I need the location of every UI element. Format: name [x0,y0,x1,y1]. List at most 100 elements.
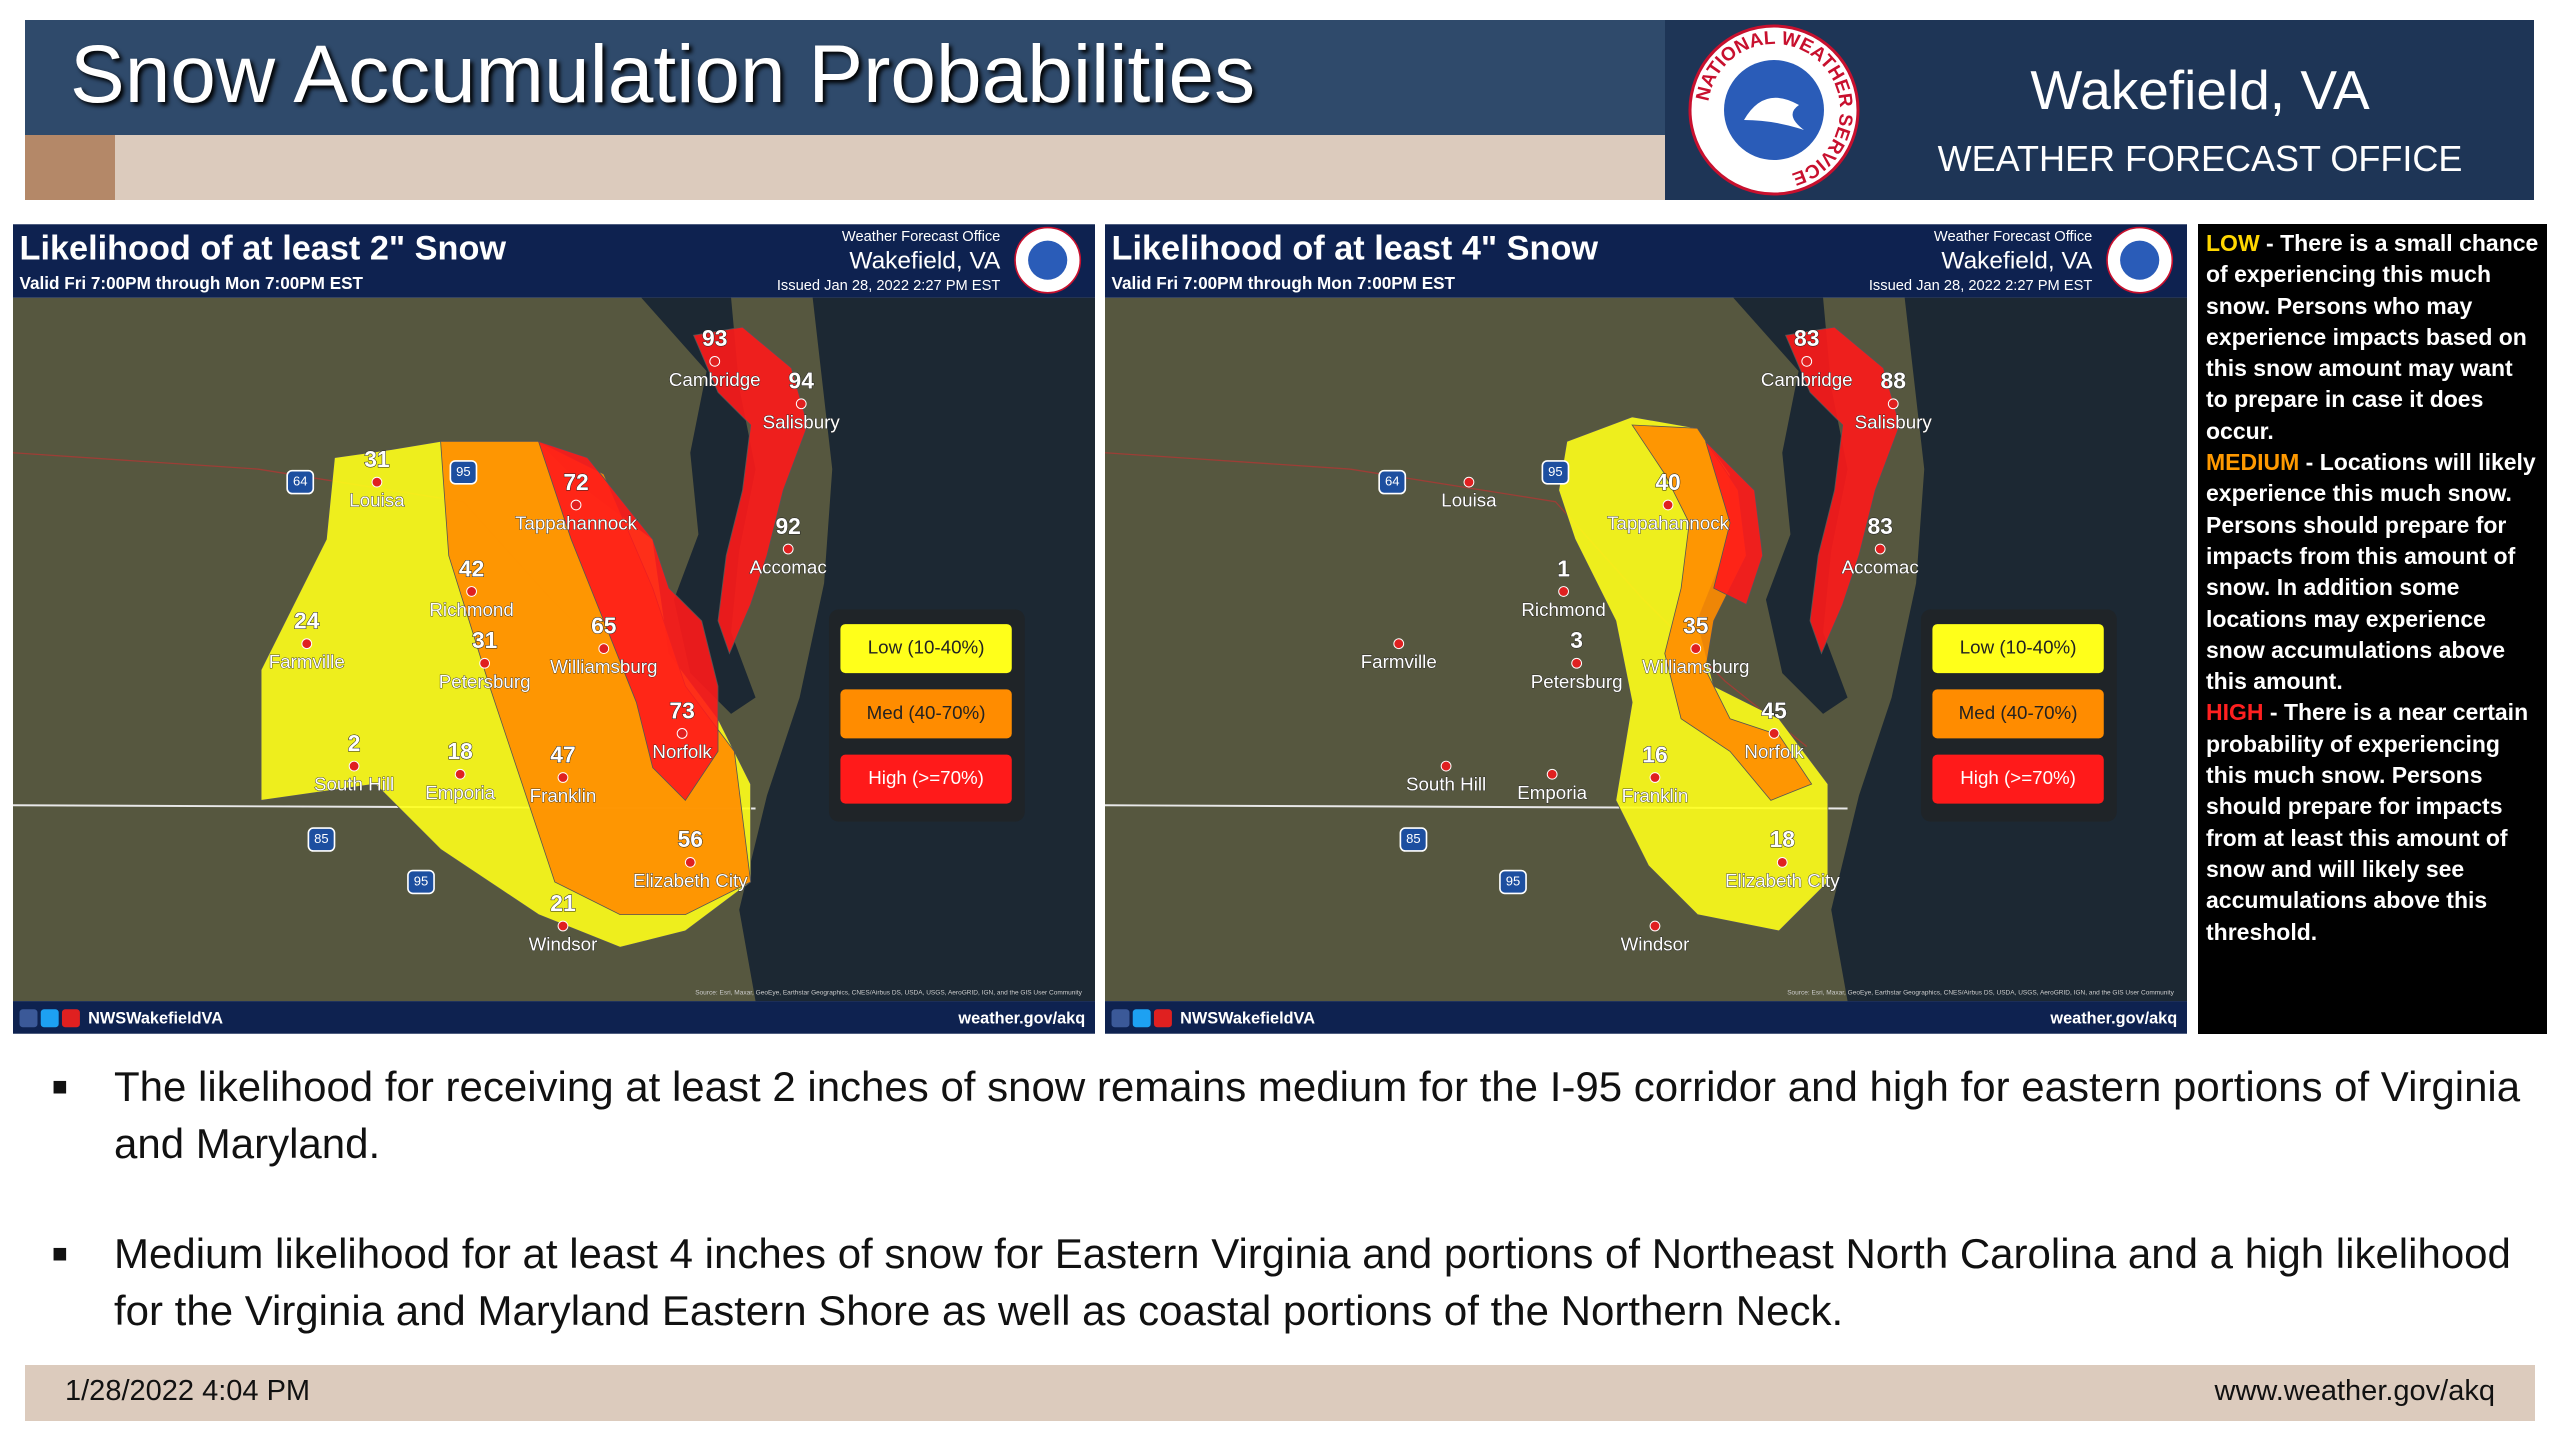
map-header [13,224,1095,298]
city-dot [1768,728,1780,739]
map-panel: Likelihood of at least 4" Snow Valid Fri … [1105,224,2187,1034]
map-title: Likelihood of at least 4" Snow [1112,229,1599,267]
city-dot [1393,638,1405,650]
city-name: Louisa [349,490,405,511]
social-handle: NWSWakefieldVA [88,1009,223,1027]
city-name: Cambridge [669,369,761,390]
city-dot [1571,657,1583,669]
map-source: Source: Esri, Maxar, GeoEye, Earthstar G… [695,990,1082,997]
highway-shield [1378,469,1407,495]
highway-label: 95 [1506,873,1521,888]
city-value: 3 [1570,627,1583,653]
bullet-marker: ■ [52,1238,68,1268]
city-dot [598,643,610,654]
city-name: Norfolk [652,741,712,762]
city-name: Richmond [1521,599,1605,620]
map-header [1105,224,2187,298]
city-value: 47 [550,741,575,767]
legend-label: High (>=70%) [1960,767,2076,788]
city-name: Salisbury [763,411,841,432]
city-name: South Hill [1406,774,1486,795]
city-name: Cambridge [1761,369,1853,390]
city-dot [557,772,569,783]
probability-zone [692,326,809,655]
city-dot [709,355,721,367]
city-name: Farmville [1361,651,1437,672]
map-valid: Valid Fri 7:00PM through Mon 7:00PM EST [1112,273,1456,293]
highway-label: 95 [414,873,429,888]
city-name: Accomac [1842,557,1919,578]
note-level: HIGH [2206,699,2264,726]
city-name: Elizabeth City [1725,870,1840,891]
highway-label: 64 [1385,474,1400,489]
city-name: Farmville [269,651,345,672]
office-name: Wakefield, VA [1941,247,2093,274]
city-name: Salisbury [1855,411,1933,432]
city-value: 18 [447,738,472,764]
highway-label: 85 [314,831,329,846]
legend-label: Low (10-40%) [868,637,985,658]
map-logo-center [2120,240,2160,280]
city-value: 42 [459,555,484,581]
issued: Issued Jan 28, 2022 2:27 PM EST [777,278,1001,294]
accent-square [25,135,115,200]
city-dot [1887,398,1899,410]
city-name: Petersburg [439,671,531,692]
legend-label: Low (10-40%) [1960,637,2077,658]
legend-swatch [840,624,1012,674]
social-icon [19,1009,38,1028]
city-value: 92 [775,513,800,539]
city-name: Windsor [529,934,598,955]
city-value: 72 [563,469,588,495]
city-name: Emporia [1517,782,1587,803]
city-dot [795,398,807,410]
city-dot [570,499,582,511]
highway-shield [286,469,315,495]
city-value: 21 [550,890,576,916]
city-dot [557,920,569,932]
city-dot [479,657,491,669]
city-name: South Hill [314,774,394,795]
legend-swatch [1932,689,2104,739]
city-dot [466,586,477,597]
map-footer [13,1001,1095,1034]
city-name: Accomac [750,557,827,578]
map-title: Likelihood of at least 2" Snow [20,229,507,267]
city-name: Tappahannock [515,513,638,534]
city-value: 16 [1642,741,1667,767]
city-name: Louisa [1441,490,1497,511]
city-name: Windsor [1621,934,1690,955]
city-name: Richmond [429,599,513,620]
city-dot [301,638,313,650]
city-name: Elizabeth City [633,870,748,891]
logo-cloud [1744,97,1804,130]
city-dot [454,768,466,780]
city-dot [348,760,360,772]
footer-url: www.weather.gov/akq [2214,1375,2495,1407]
highway-shield [449,460,478,485]
social-handle: NWSWakefieldVA [1180,1009,1315,1027]
city-value: 93 [702,325,727,351]
bullet-text: The likelihood for receiving at least 2 … [114,1063,2521,1167]
highway-shield [1399,827,1428,852]
social-icon [1132,1009,1151,1028]
city-dot [676,728,688,739]
bullet: ■ Medium likelihood for at least 4 inches… [52,1225,2532,1339]
highway-shield [1499,869,1527,895]
footer-bar [25,1365,2535,1421]
map-logo-center [1028,240,1068,280]
map-url: weather.gov/akq [2049,1009,2177,1027]
city-name: Petersburg [1531,671,1623,692]
city-dot [1649,772,1661,783]
city-value: 40 [1655,469,1680,495]
city-dot [1558,586,1569,597]
probability-zone [537,440,719,801]
highway-shield [407,869,435,895]
city-dot [1649,920,1661,932]
highway-shield [307,827,336,852]
social-icon [61,1009,80,1028]
city-dot [684,856,696,868]
nws-logo: NATIONAL WEATHER SERVICE [1688,24,1860,196]
legend-label: Med (40-70%) [1959,702,2078,723]
